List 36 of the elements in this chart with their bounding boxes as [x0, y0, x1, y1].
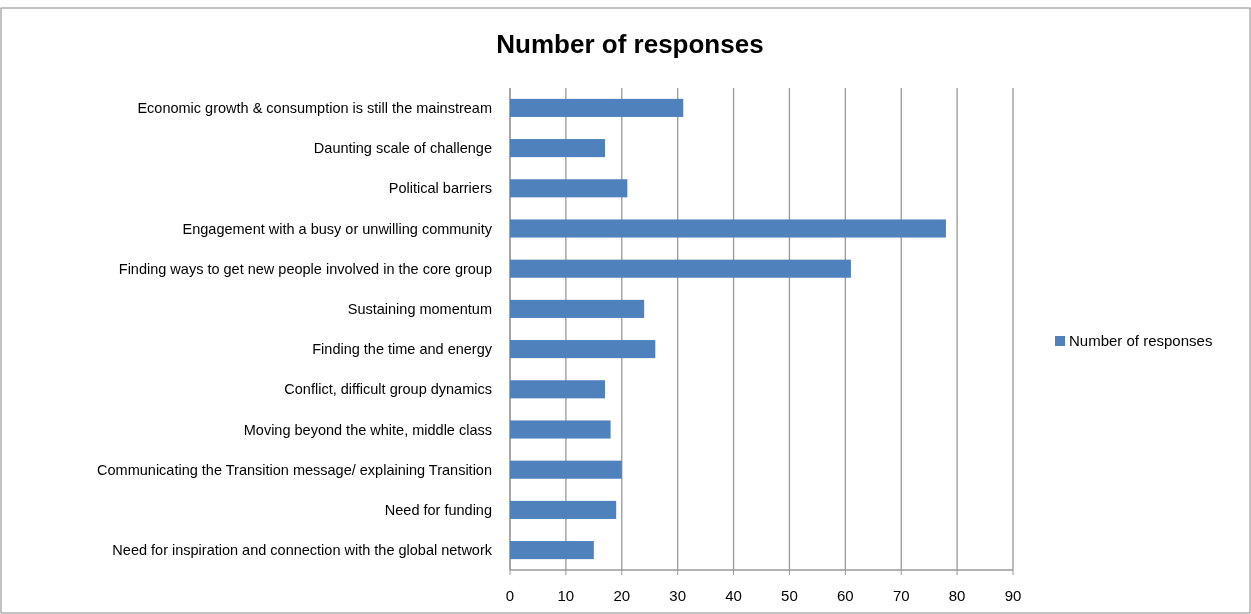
- x-tick-label: 40: [725, 587, 742, 604]
- bar: [510, 500, 617, 519]
- y-tick-label: Political barriers: [388, 180, 492, 197]
- y-tick-label: Conflict, difficult group dynamics: [284, 381, 492, 398]
- x-tick-label: 80: [948, 587, 966, 604]
- bar: [510, 259, 851, 278]
- y-tick-label: Need for funding: [384, 501, 492, 518]
- legend-label: Number of responses: [1069, 332, 1213, 350]
- x-tick-label: 70: [892, 587, 910, 604]
- chart-title: Number of responses: [496, 29, 764, 59]
- bar: [510, 420, 611, 439]
- bar: [510, 98, 684, 117]
- bar: [510, 179, 628, 198]
- y-tick-label: Sustaining momentum: [347, 300, 492, 317]
- x-tick-label: 30: [669, 587, 687, 604]
- y-tick-label: Moving beyond the white, middle class: [243, 421, 492, 438]
- y-tick-label: Finding ways to get new people involved in the core group: [118, 260, 492, 277]
- y-tick-label: Finding the time and energy: [312, 341, 493, 358]
- y-tick-label: Daunting scale of challenge: [313, 140, 492, 157]
- x-tick-label: 10: [557, 587, 575, 604]
- bar: [510, 340, 656, 359]
- x-tick-label: 20: [613, 587, 631, 604]
- bar: [510, 380, 606, 399]
- y-tick-label: Engagement with a busy or unwilling community: [182, 220, 493, 237]
- y-tick-label: Communicating the Transition message/ explaining Transition: [97, 461, 492, 478]
- x-tick-label: 0: [505, 587, 515, 604]
- x-tick-label: 60: [836, 587, 854, 604]
- bar: [510, 139, 606, 158]
- bar: [510, 460, 622, 479]
- y-tick-label: Economic growth & consumption is still the mainstream: [137, 99, 492, 116]
- x-tick-label: 50: [781, 587, 798, 604]
- y-tick-label: Need for inspiration and connection with the global network: [112, 542, 493, 559]
- bar: [510, 299, 645, 318]
- x-tick-label: 90: [1004, 587, 1022, 604]
- bar: [510, 219, 946, 238]
- bar: [510, 541, 594, 560]
